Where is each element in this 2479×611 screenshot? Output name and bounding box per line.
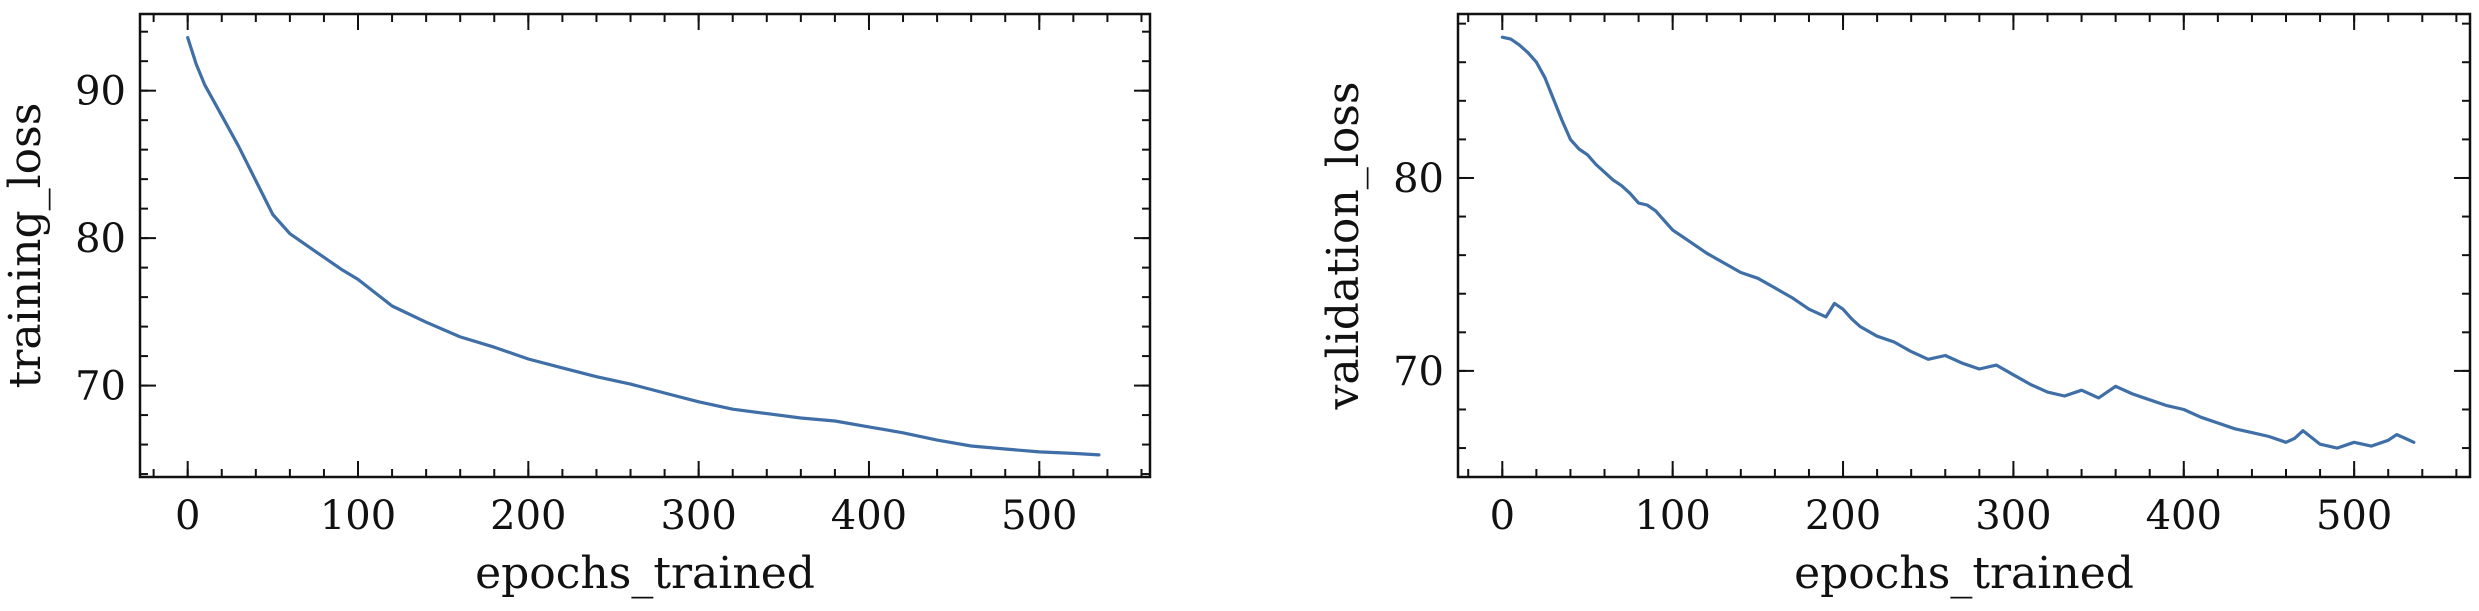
training-loss-y-tick-label: 90 <box>75 69 126 115</box>
validation-loss-x-tick-label: 500 <box>2316 493 2392 539</box>
training-loss-y-tick-label: 70 <box>75 364 126 410</box>
training-loss-series-line <box>186 35 1101 457</box>
validation-loss-x-tick-label: 400 <box>2146 493 2222 539</box>
training-loss-x-tick-label: 200 <box>490 493 566 539</box>
validation-loss-plot-frame <box>1456 12 2472 479</box>
validation-loss-x-tick-label: 300 <box>1975 493 2051 539</box>
validation-loss-series-line <box>1500 35 2416 450</box>
validation-loss-chart: 0 100 200 300 400 500 70 80 epochs_trained valida… <box>1318 12 2472 599</box>
training-loss-y-axis-label: training_loss <box>0 103 51 389</box>
training-loss-x-tick-label: 0 <box>175 493 200 539</box>
validation-loss-y-tick-label: 80 <box>1393 156 1444 202</box>
training-loss-x-tick-label: 400 <box>831 493 907 539</box>
training-loss-y-tick-label: 80 <box>75 216 126 262</box>
validation-loss-x-tick-label: 200 <box>1805 493 1881 539</box>
training-loss-plot-frame <box>138 12 1152 479</box>
training-loss-x-tick-label: 500 <box>1001 493 1077 539</box>
training-loss-x-tick-label: 100 <box>320 493 396 539</box>
validation-loss-x-tick-label: 100 <box>1634 493 1710 539</box>
validation-loss-x-axis-label: epochs_trained <box>1794 548 2134 599</box>
training-loss-x-tick-label: 300 <box>660 493 736 539</box>
training-loss-x-axis-label: epochs_trained <box>475 548 815 599</box>
validation-loss-y-tick-label: 70 <box>1393 349 1444 395</box>
validation-loss-x-tick-label: 0 <box>1490 493 1515 539</box>
training-loss-chart: 0 100 200 300 400 500 70 80 90 epochs_trained trai… <box>0 12 1152 599</box>
validation-loss-y-axis-label: validation_loss <box>1318 82 1369 411</box>
